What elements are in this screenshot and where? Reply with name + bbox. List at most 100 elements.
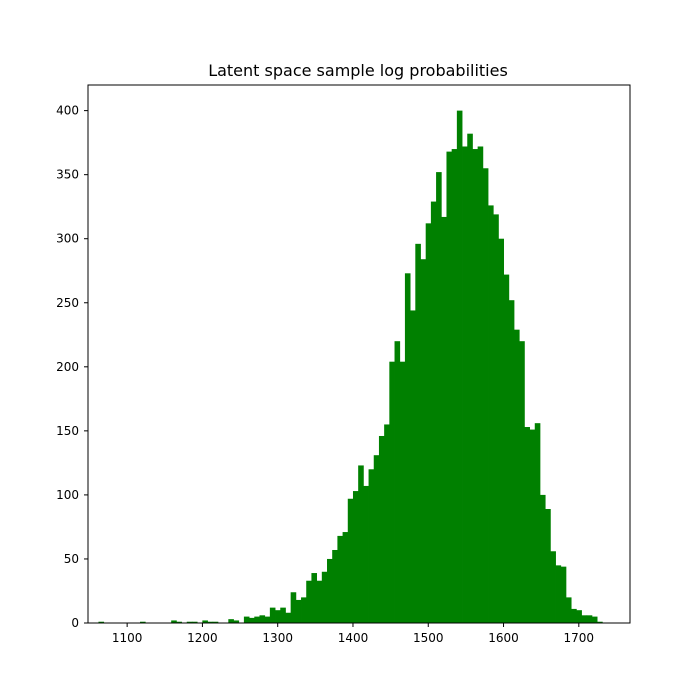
histogram-bar: [191, 621, 198, 623]
histogram-bar: [316, 580, 323, 623]
histogram-bar: [186, 621, 193, 623]
histogram-bar: [555, 565, 562, 623]
histogram-bar: [545, 509, 551, 623]
x-tick-label: 1100: [112, 631, 143, 645]
histogram-bar: [581, 615, 588, 623]
histogram-bar: [342, 532, 349, 623]
y-tick-label: 0: [71, 616, 79, 630]
histogram-bar: [456, 110, 463, 624]
histogram-bar: [228, 619, 234, 623]
histogram-bar: [254, 616, 260, 623]
histogram-bar: [243, 616, 250, 623]
y-tick-label: 50: [64, 552, 79, 566]
y-tick-label: 400: [56, 104, 79, 118]
histogram-bar: [337, 535, 343, 623]
histogram-bar: [410, 310, 416, 623]
histogram-bar: [264, 616, 271, 623]
histogram-bar: [503, 274, 510, 623]
x-tick-label: 1300: [262, 631, 293, 645]
histogram-bar: [539, 494, 546, 623]
histogram-bar: [430, 201, 437, 623]
histogram-bar: [176, 621, 182, 623]
histogram-bar: [269, 607, 276, 623]
histogram-bar: [560, 566, 567, 623]
histogram-bar: [306, 580, 312, 623]
y-tick-label: 100: [56, 488, 79, 502]
histogram-bar: [524, 427, 530, 623]
histogram-bar: [207, 621, 214, 623]
histogram-bar: [212, 621, 219, 623]
y-tick-label: 300: [56, 232, 79, 246]
histogram-bar: [571, 608, 577, 623]
histogram-bar: [368, 469, 375, 623]
histogram-bar: [275, 610, 281, 623]
histogram-bar: [347, 498, 354, 623]
plot-frame: [87, 84, 631, 624]
histogram-bar: [477, 146, 484, 624]
histogram-bar: [508, 300, 515, 623]
histogram-bar: [202, 620, 208, 623]
histogram-bar: [98, 621, 105, 623]
histogram-bar: [488, 205, 494, 623]
histogram-bar: [259, 615, 266, 623]
histogram-bar: [363, 485, 369, 623]
histogram-bar: [358, 465, 364, 623]
histogram-bar: [529, 429, 536, 623]
histogram-bar: [399, 361, 406, 623]
histogram-bar: [446, 151, 453, 624]
histogram-bar: [415, 243, 421, 623]
y-tick-label: 200: [56, 360, 79, 374]
histogram-bar: [482, 168, 489, 623]
histogram-bar: [514, 329, 520, 623]
histogram-bar: [373, 455, 380, 623]
x-tick-label: 1200: [187, 631, 218, 645]
histogram-bar: [280, 607, 286, 623]
histogram-bar: [425, 223, 432, 623]
histogram-bar: [321, 571, 328, 623]
histogram-bar: [290, 592, 297, 623]
histogram-bar: [462, 146, 468, 624]
histogram-bar: [441, 216, 447, 623]
histogram-bar: [311, 573, 318, 623]
histogram-bar: [327, 558, 333, 623]
histogram-bar: [378, 435, 385, 623]
histogram-bar: [591, 616, 598, 623]
histogram-bar: [384, 424, 390, 623]
histogram-bar: [493, 214, 499, 623]
histogram-bar: [140, 621, 146, 623]
histogram-bar: [295, 599, 302, 623]
histogram-bar: [519, 341, 525, 623]
histogram-bar: [534, 423, 541, 623]
histogram-bar: [467, 133, 473, 623]
y-tick-label: 350: [56, 168, 79, 182]
x-tick-label: 1700: [564, 631, 595, 645]
histogram-bar: [498, 238, 504, 623]
histogram-bar: [472, 149, 479, 624]
histogram-bar: [394, 341, 401, 623]
chart-title: Latent space sample log probabilities: [208, 61, 508, 80]
histogram-bars: [98, 110, 603, 624]
histogram-bar: [301, 597, 307, 623]
histogram-bar: [451, 149, 458, 624]
histogram-bar: [550, 551, 556, 623]
histogram-bar: [565, 597, 572, 623]
x-tick-label: 1600: [488, 631, 519, 645]
histogram-bar: [352, 491, 359, 623]
histogram-bar: [586, 615, 593, 623]
y-axis-ticks: 0 50 100 150 200 250 300 350 400: [56, 104, 88, 630]
histogram-bar: [420, 259, 427, 623]
histogram-bar: [249, 617, 255, 623]
histogram-bar: [436, 172, 442, 623]
histogram-bar: [285, 612, 292, 623]
y-tick-label: 150: [56, 424, 79, 438]
histogram-bar: [233, 620, 240, 623]
histogram-bar: [597, 621, 603, 623]
histogram-bar: [332, 549, 338, 623]
x-tick-label: 1400: [338, 631, 369, 645]
histogram-bar: [576, 610, 582, 623]
histogram-bar: [404, 273, 411, 623]
x-axis-ticks: 1100 1200 1300 1400 1500 1600 1700: [112, 623, 594, 645]
histogram-bar: [389, 361, 395, 623]
x-tick-label: 1500: [413, 631, 444, 645]
